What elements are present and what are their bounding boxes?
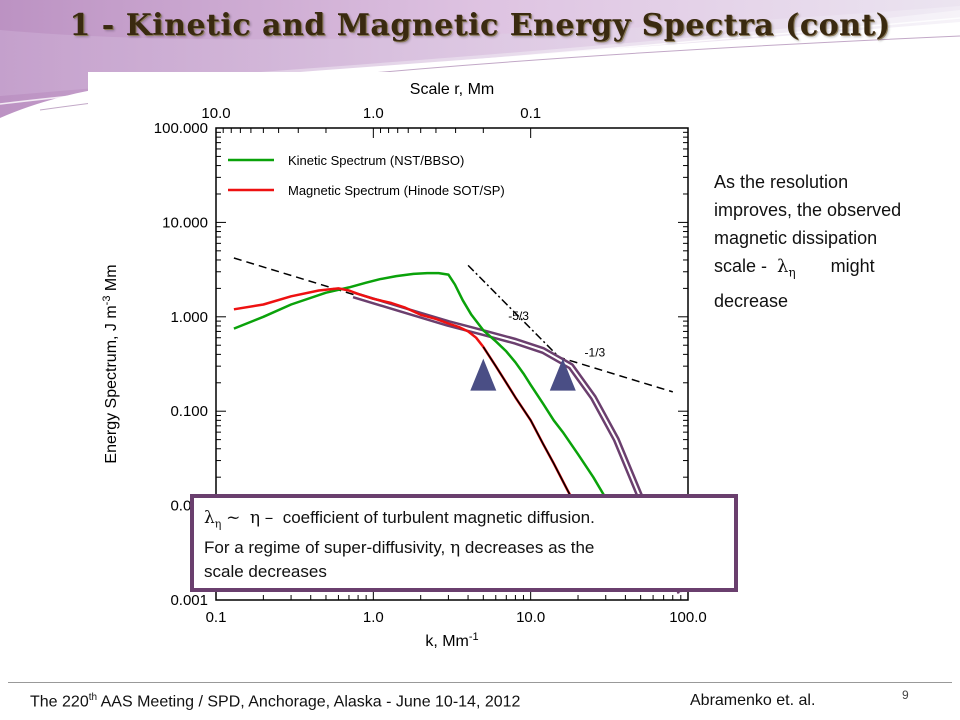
x-tick-label: 0.1 (206, 609, 227, 626)
y-axis-title-main: Energy Spectrum, J m (103, 305, 120, 463)
y-axis-title: Energy Spectrum, J m-3 Mm (101, 264, 120, 463)
note-line3: scale decreases (204, 562, 327, 582)
side-note-line5: decrease (714, 290, 789, 311)
note-line1-text: coefficient of turbulent magnetic diffus… (282, 508, 595, 527)
y-tick-label: 0.001 (170, 592, 208, 609)
eta-symbol: η (449, 538, 461, 559)
y-axis-title-sup: -3 (101, 296, 113, 306)
series-line-kinetic (233, 271, 618, 516)
footer-rule (8, 682, 952, 683)
lambda-symbol: λ (204, 508, 215, 528)
side-note-line1: As the resolution (714, 172, 849, 192)
lambda-symbol: λ (777, 256, 789, 277)
side-note-line4-suffix: might (830, 256, 875, 276)
reference-line-0 (467, 264, 586, 384)
page-number: 9 (902, 688, 909, 702)
dissipation-scale-marker-0 (470, 358, 497, 391)
footer-authors: Abramenko et. al. (690, 692, 816, 709)
reference-label-slope-5-3: -5/3 (508, 309, 529, 323)
side-note-line3: magnetic dissipation (714, 228, 878, 248)
side-note: As the resolution improves, the observed… (714, 168, 942, 315)
footer-conference-sup: th (88, 692, 98, 703)
side-note-line4-prefix: scale - (714, 256, 768, 276)
y-axis-title-suffix: Mm (103, 264, 120, 295)
reference-label-slope-1-3: -1/3 (585, 345, 606, 359)
slide-title: 1 - Kinetic and Magnetic Energy Spectra … (69, 8, 891, 43)
slide-footer: The 220th AAS Meeting / SPD, Anchorage, … (0, 682, 960, 720)
side-note-line2: improves, the observed (714, 200, 902, 220)
eta-subscript: η (788, 265, 796, 280)
top-tick-label: 10.0 (201, 105, 230, 122)
energy-spectra-chart: -5/3-1/3 0.11.010.0100.00.0010.0100.1001… (101, 81, 707, 650)
x-tick-label: 10.0 (516, 609, 545, 626)
note-line1: λη ~ η – coefficient of turbulent magnet… (204, 506, 724, 536)
reference-line-1 (233, 257, 674, 393)
note-line2: For a regime of super-diffusivity, η dec… (204, 536, 724, 560)
note-line2-prefix: For a regime of super-diffusivity, (204, 538, 446, 558)
legend-label-magnetic: Magnetic Spectrum (Hinode SOT/SP) (288, 183, 505, 198)
y-tick-label: 100.000 (154, 120, 208, 137)
top-axis-title: Scale r, Mm (410, 81, 494, 98)
magnetic-tail-overlay (482, 346, 579, 511)
x-axis-title-sup: -1 (469, 631, 479, 643)
plot-frame (215, 127, 689, 601)
eta-symbol: η (249, 508, 260, 528)
dissipation-scale-marker-1 (549, 358, 576, 391)
top-tick-label: 0.1 (520, 105, 541, 122)
x-axis-title: k, Mm-1 (425, 631, 478, 650)
footer-conference: The 220th AAS Meeting / SPD, Anchorage, … (30, 692, 520, 711)
x-tick-label: 1.0 (363, 609, 384, 626)
diffusion-note-box: λη ~ η – coefficient of turbulent magnet… (190, 494, 738, 592)
y-tick-label: 10.000 (162, 214, 208, 231)
dash-symbol: – (264, 508, 274, 528)
note-line2-suffix: decreases as the (464, 538, 595, 558)
top-tick-label: 1.0 (363, 105, 384, 122)
eta-subscript: η (214, 517, 222, 531)
footer-conference-suffix: AAS Meeting / SPD, Anchorage, Alaska - J… (97, 693, 521, 711)
y-tick-label: 1.000 (170, 309, 208, 326)
y-tick-label: 0.100 (170, 403, 208, 420)
legend-label-kinetic: Kinetic Spectrum (NST/BBSO) (288, 153, 464, 168)
x-tick-label: 100.0 (669, 609, 707, 626)
tilde-symbol: ~ (226, 508, 241, 528)
footer-conference-prefix: The 220 (30, 693, 89, 711)
